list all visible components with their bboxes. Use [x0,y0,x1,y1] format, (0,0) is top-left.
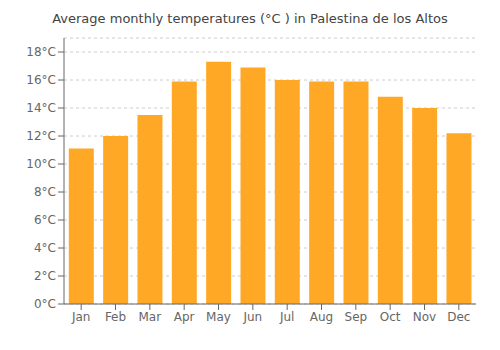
svg-text:Oct: Oct [380,310,401,324]
svg-text:Apr: Apr [174,310,195,324]
svg-text:Aug: Aug [310,310,333,324]
svg-text:4°C: 4°C [34,241,56,255]
svg-text:8°C: 8°C [34,185,56,199]
svg-text:Jan: Jan [71,310,91,324]
svg-text:18°C: 18°C [26,45,56,59]
svg-text:May: May [206,310,231,324]
svg-text:Sep: Sep [345,310,368,324]
svg-text:2°C: 2°C [34,269,56,283]
svg-text:Jul: Jul [279,310,294,324]
html-text:Average monthly temperatures (: Average monthly temperatures (°C ) in Pa… [52,11,448,26]
svg-text:10°C: 10°C [26,157,56,171]
svg-text:16°C: 16°C [26,73,56,87]
svg-text:6°C: 6°C [34,213,56,227]
svg-text:12°C: 12°C [26,129,56,143]
svg-text:14°C: 14°C [26,101,56,115]
svg-text:Jun: Jun [242,310,262,324]
svg-text:0°C: 0°C [34,297,56,311]
svg-text:Feb: Feb [105,310,126,324]
svg-text:Dec: Dec [447,310,470,324]
svg-text:Nov: Nov [413,310,436,324]
svg-text:Mar: Mar [139,310,162,324]
